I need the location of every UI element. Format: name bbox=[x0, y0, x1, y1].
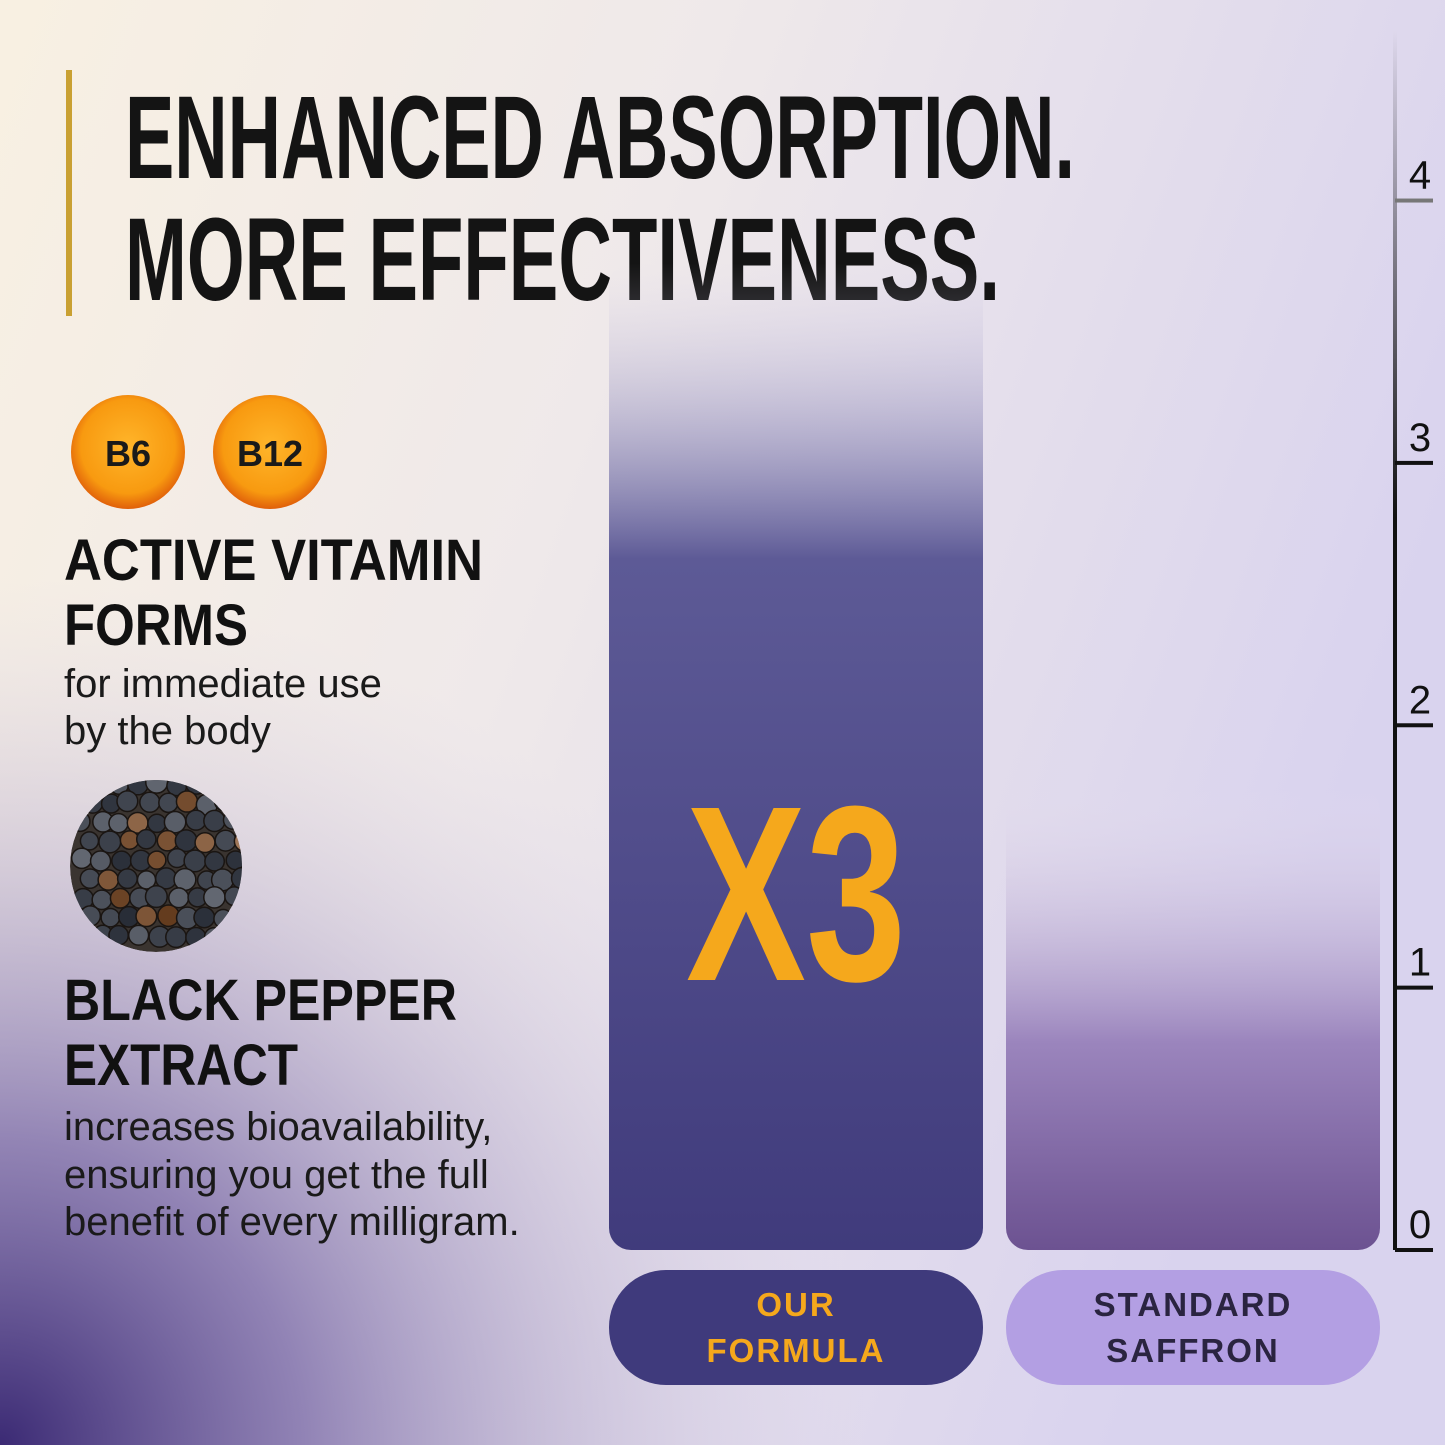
peppercorn bbox=[97, 869, 120, 891]
pepper-image bbox=[70, 780, 242, 952]
peppercorn bbox=[193, 906, 216, 929]
peppercorn bbox=[108, 812, 129, 834]
peppercorn bbox=[70, 847, 93, 870]
tick-mark bbox=[1395, 985, 1433, 990]
peppercorn bbox=[163, 810, 187, 834]
y-tick-label: 4 bbox=[1409, 154, 1431, 198]
tick-mark bbox=[1395, 723, 1433, 728]
tick-mark bbox=[1395, 460, 1433, 465]
peppercorn bbox=[147, 850, 167, 870]
bar bbox=[1006, 787, 1380, 1250]
peppercorn bbox=[127, 924, 150, 946]
category-pill bbox=[609, 1270, 983, 1385]
feature-description: ensuring you get the full bbox=[64, 1153, 489, 1197]
peppercorn bbox=[230, 866, 242, 890]
peppercorn bbox=[204, 850, 226, 872]
axis-line bbox=[1393, 30, 1397, 1250]
peppercorn bbox=[156, 829, 179, 852]
peppercorn bbox=[166, 848, 188, 869]
peppercorn bbox=[79, 831, 100, 851]
feature-description: increases bioavailability, bbox=[64, 1105, 492, 1149]
peppercorn bbox=[157, 904, 180, 928]
peppercorn bbox=[214, 829, 237, 852]
feature-description: benefit of every milligram. bbox=[64, 1200, 520, 1244]
peppercorn bbox=[135, 828, 157, 850]
bar bbox=[609, 262, 983, 1251]
peppercorn bbox=[98, 830, 122, 854]
y-tick-label: 2 bbox=[1409, 678, 1431, 722]
peppercorn bbox=[89, 850, 112, 872]
peppercorn bbox=[165, 926, 187, 949]
value-label: X3 bbox=[686, 754, 906, 1033]
peppercorn bbox=[185, 809, 207, 831]
peppercorn bbox=[111, 850, 133, 872]
feature-title: FORMS bbox=[64, 593, 248, 658]
peppercorn bbox=[135, 905, 158, 928]
peppercorn bbox=[194, 831, 216, 854]
peppercorn bbox=[173, 867, 197, 892]
y-tick-label: 1 bbox=[1409, 941, 1431, 985]
peppercorn bbox=[175, 790, 199, 813]
x-tick-label: STANDARD SAFFRON bbox=[1094, 1286, 1293, 1369]
peppercorn bbox=[116, 868, 138, 890]
y-tick-label: 3 bbox=[1409, 416, 1431, 460]
peppercorn bbox=[116, 790, 139, 813]
y-tick-label: 0 bbox=[1409, 1203, 1431, 1247]
chart: 0 1 2 3 4 X3 OUR FORMULA STANDARD SAFFRON bbox=[609, 154, 1433, 1385]
peppercorn bbox=[119, 830, 140, 850]
tick-mark bbox=[1395, 1248, 1433, 1252]
vitamin-badge bbox=[213, 395, 327, 509]
feature-title: BLACK PEPPER bbox=[64, 968, 457, 1033]
peppercorn bbox=[139, 791, 161, 814]
accent-bar bbox=[66, 70, 72, 316]
peppercorn bbox=[79, 868, 101, 890]
peppercorn bbox=[147, 813, 167, 834]
feature-description: for immediate use bbox=[64, 662, 382, 706]
tick-mark bbox=[1395, 198, 1433, 203]
headline: ENHANCED ABSORPTION. bbox=[125, 72, 1075, 204]
badge-label: B6 bbox=[105, 433, 151, 474]
vitamin-badge bbox=[71, 395, 185, 509]
peppercorn bbox=[203, 809, 226, 833]
peppercorn bbox=[158, 792, 179, 814]
x-tick-label: OUR FORMULA bbox=[707, 1286, 886, 1369]
peppercorn bbox=[144, 884, 168, 909]
peppercorn bbox=[203, 886, 226, 909]
feature-description: by the body bbox=[64, 709, 271, 753]
feature-title: EXTRACT bbox=[64, 1033, 298, 1098]
peppercorn bbox=[100, 907, 121, 928]
peppercorn bbox=[109, 887, 131, 909]
badge-label: B12 bbox=[237, 433, 303, 474]
feature-title: ACTIVE VITAMIN bbox=[64, 528, 483, 593]
category-pill bbox=[1006, 1270, 1380, 1385]
